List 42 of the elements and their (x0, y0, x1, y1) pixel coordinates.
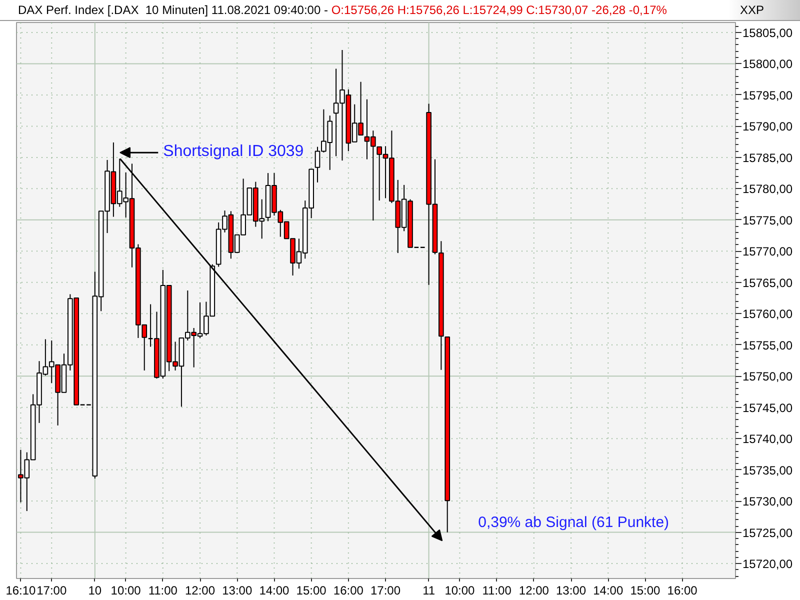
x-tick-label: 10:00 (444, 584, 476, 598)
x-tick-label: 11:00 (482, 584, 512, 598)
x-tick-label: 16:00 (667, 584, 698, 598)
y-tick-label: 15730,00 (742, 494, 793, 509)
x-tick-label: 10:00 (110, 584, 142, 598)
x-tick-label: 14:00 (259, 584, 290, 598)
x-tick-label: 13:00 (556, 584, 586, 598)
x-tick-label: 10 (88, 584, 102, 598)
x-tick-label: 12:00 (185, 584, 216, 598)
y-tick-label: 15720,00 (742, 557, 793, 572)
annotation: Shortsignal ID 3039 (163, 142, 304, 160)
chart-subtitle: O:15756,26 H:15756,26 L:15724,99 C:15730,07 -26,28 -0,17% (331, 3, 667, 17)
annotation: 0,39% ab Signal (61 Punkte) (478, 514, 670, 531)
x-tick-label: 11:00 (148, 584, 178, 598)
y-tick-label: 15770,00 (742, 244, 793, 259)
x-tick-label: 11 (422, 584, 436, 598)
y-axis-title: XXP (740, 2, 764, 19)
x-tick-label: 12:00 (518, 584, 550, 598)
chart-title: DAX Perf. Index [.DAX 10 Minuten] 11.08.2021 09:40:00 - (18, 3, 328, 17)
y-tick-label: 15745,00 (742, 400, 793, 415)
y-tick-label: 15780,00 (742, 182, 793, 196)
x-tick-label: 16:10 (6, 584, 36, 598)
x-tick-label: 17:00 (370, 584, 401, 598)
y-tick-label: 15800,00 (742, 57, 793, 72)
x-tick-label: 17:00 (36, 584, 67, 598)
y-tick-label: 15760,00 (742, 307, 793, 322)
y-tick-label: 15755,00 (742, 338, 793, 352)
y-tick-label: 15775,00 (742, 213, 793, 228)
x-tick-label: 14:00 (593, 584, 624, 598)
y-tick-label: 15795,00 (742, 88, 793, 102)
x-tick-label: 13:00 (222, 584, 252, 598)
y-tick-label: 15725,00 (742, 526, 793, 540)
y-tick-label: 15740,00 (742, 432, 793, 446)
y-tick-label: 15750,00 (742, 370, 793, 384)
x-tick-label: 15:00 (630, 584, 661, 598)
y-tick-label: 15790,00 (742, 120, 793, 134)
y-tick-label: 15765,00 (742, 276, 793, 290)
x-tick-label: 15:00 (296, 584, 327, 598)
y-tick-label: 15805,00 (742, 26, 793, 40)
y-tick-label: 15735,00 (742, 463, 793, 478)
y-tick-label: 15785,00 (742, 150, 793, 165)
x-tick-label: 16:00 (333, 584, 364, 598)
